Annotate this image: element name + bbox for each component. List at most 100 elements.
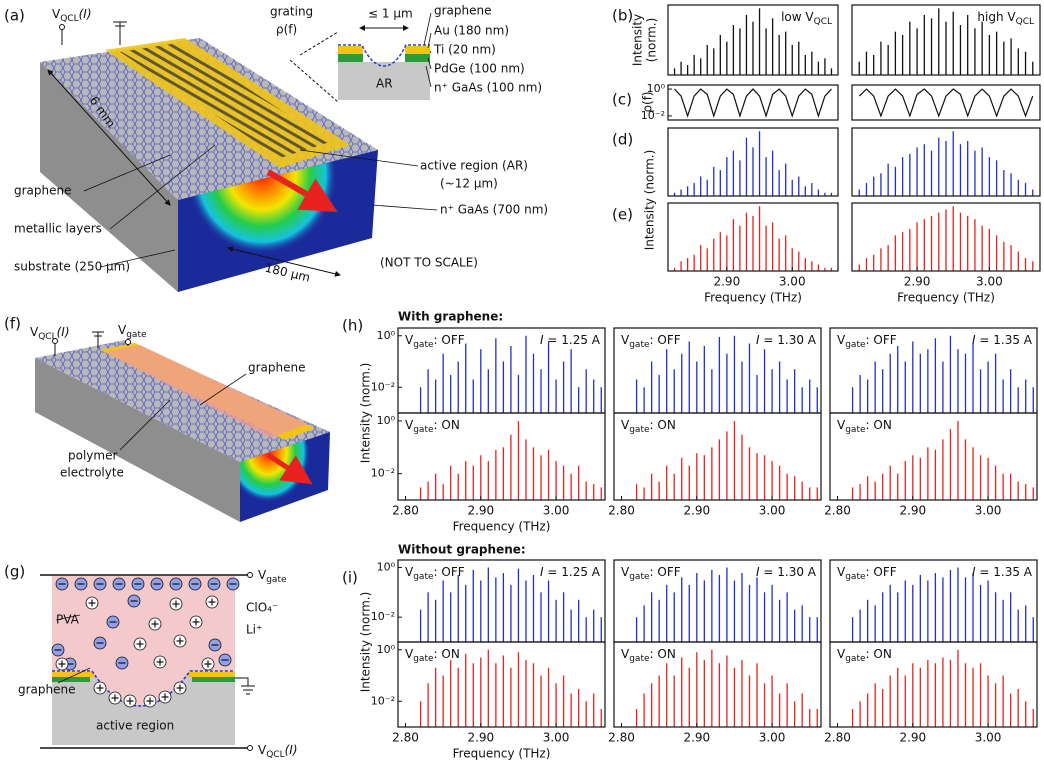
y-tick-label: 10⁰	[377, 329, 396, 342]
panel-letter: (f)	[4, 315, 21, 333]
label: polymer	[68, 449, 117, 463]
chart: 10⁰10⁻²Intensity (norm.)Vgate: OFFI = 1.…	[359, 328, 606, 463]
y-axis-label: Intensity (norm.)	[359, 592, 373, 693]
y-tick-label: 10⁻²	[371, 380, 395, 393]
annotation: low VQCL	[781, 10, 832, 27]
subscript: gate	[266, 575, 287, 585]
subscript: QCL	[814, 17, 832, 27]
x-tick-label: 2.90	[713, 275, 740, 289]
label: n⁺ GaAs (700 nm)	[440, 203, 548, 217]
x-tick-label: 3.00	[759, 731, 786, 745]
x-tick-label: 2.90	[899, 504, 926, 518]
chart: Vgate: OFFI = 1.35 A	[830, 328, 1037, 413]
label: Li⁺	[246, 623, 262, 637]
curve	[675, 89, 832, 116]
subscript: gate	[413, 572, 434, 582]
annotation: Vgate: ON	[837, 647, 892, 664]
subscript: QCL	[38, 332, 56, 342]
heading: With graphene:	[398, 310, 503, 324]
x-tick-label: 3.00	[975, 504, 1002, 518]
annotation-part: : ON	[866, 647, 892, 661]
annotation: Vgate: ON	[405, 647, 460, 664]
subscript: gate	[413, 340, 434, 350]
layer-label: graphene	[434, 4, 492, 18]
x-tick-label: 2.90	[904, 275, 931, 289]
annotation-part: : OFF	[866, 333, 897, 347]
layer-label: Ti (20 nm)	[433, 43, 496, 57]
metal-layer	[192, 677, 235, 682]
annotation-part: : OFF	[650, 333, 681, 347]
chart: 2.903.00Frequency (THz)	[852, 203, 1040, 305]
y-tick-label: 10⁰	[377, 414, 396, 427]
x-tick-label: 3.00	[976, 275, 1003, 289]
current-part: = 1.25 A	[544, 333, 601, 347]
annotation-part: : OFF	[650, 565, 681, 579]
x-tick-label: 3.00	[779, 275, 806, 289]
x-tick-label: 2.90	[467, 504, 494, 518]
current-part: = 1.30 A	[760, 333, 817, 347]
label: graphene	[14, 184, 72, 198]
label: PVA	[56, 613, 80, 627]
annotation: Vgate: ON	[837, 418, 892, 435]
zoom-line	[290, 60, 338, 102]
y-axis-label: ρ(f)	[641, 91, 655, 112]
subscript: QCL	[266, 750, 284, 760]
label: AR	[376, 77, 393, 91]
annotation-part: : OFF	[434, 333, 465, 347]
label: metallic layers	[14, 222, 102, 236]
label: ≤ 1 µm	[368, 7, 413, 21]
x-tick-label: 3.00	[975, 731, 1002, 745]
subscript: gate	[413, 425, 434, 435]
panel-letter: (i)	[342, 569, 358, 587]
x-axis-label: Frequency (THz)	[453, 747, 551, 761]
current-label: I = 1.30 A	[756, 333, 817, 347]
panel-letter: (a)	[4, 7, 25, 25]
subscript: gate	[629, 572, 650, 582]
chart	[852, 85, 1040, 120]
x-tick-label: 3.00	[759, 504, 786, 518]
x-tick-label: 2.80	[392, 504, 419, 518]
chart: Vgate: OFFI = 1.30 A	[614, 328, 821, 413]
subscript: gate	[845, 340, 866, 350]
subscript: gate	[845, 425, 866, 435]
terminal	[126, 340, 131, 345]
x-tick-label: 2.90	[467, 731, 494, 745]
argument: (I)	[79, 7, 92, 21]
annotation: Vgate: OFF	[837, 333, 897, 350]
chart	[852, 128, 1040, 196]
panel-letter: (g)	[4, 563, 25, 581]
panel-letter: (c)	[612, 91, 632, 109]
current-part: = 1.35 A	[976, 333, 1033, 347]
x-tick-label: 2.90	[899, 731, 926, 745]
subscript: gate	[126, 330, 147, 340]
vgate-label: Vgate	[118, 323, 147, 340]
chart: high VQCL	[852, 5, 1040, 75]
metal-layer	[52, 677, 90, 682]
subscript: gate	[413, 654, 434, 664]
y-tick-label: 10⁰	[377, 560, 396, 573]
annotation-part: low V	[781, 10, 814, 24]
y-tick-label: 10⁻²	[371, 694, 395, 707]
label: ρ(f)	[276, 23, 297, 37]
au-layer	[188, 672, 235, 677]
chart: 2.802.903.00Vgate: ON	[608, 413, 821, 518]
subscript: gate	[845, 654, 866, 664]
label: grating	[270, 5, 313, 19]
device-a	[40, 13, 437, 292]
subscript: gate	[629, 340, 650, 350]
y-axis-label: Intensity (norm.)	[359, 363, 373, 464]
x-tick-label: 2.80	[608, 731, 635, 745]
annotation-part: : ON	[866, 418, 892, 432]
annotation: Vgate: OFF	[405, 565, 465, 582]
inset-pdge	[338, 54, 363, 62]
y-tick-label: 10⁰	[377, 643, 396, 656]
annotation: Vgate: ON	[621, 647, 676, 664]
x-tick-label: 2.80	[824, 504, 851, 518]
chart: 2.80 2.90 3.00 Vgate: ON	[608, 642, 821, 745]
label: (NOT TO SCALE)	[380, 256, 478, 270]
subscript: gate	[845, 572, 866, 582]
x-tick-label: 2.90	[683, 731, 710, 745]
subscript: QCL	[1016, 17, 1034, 27]
